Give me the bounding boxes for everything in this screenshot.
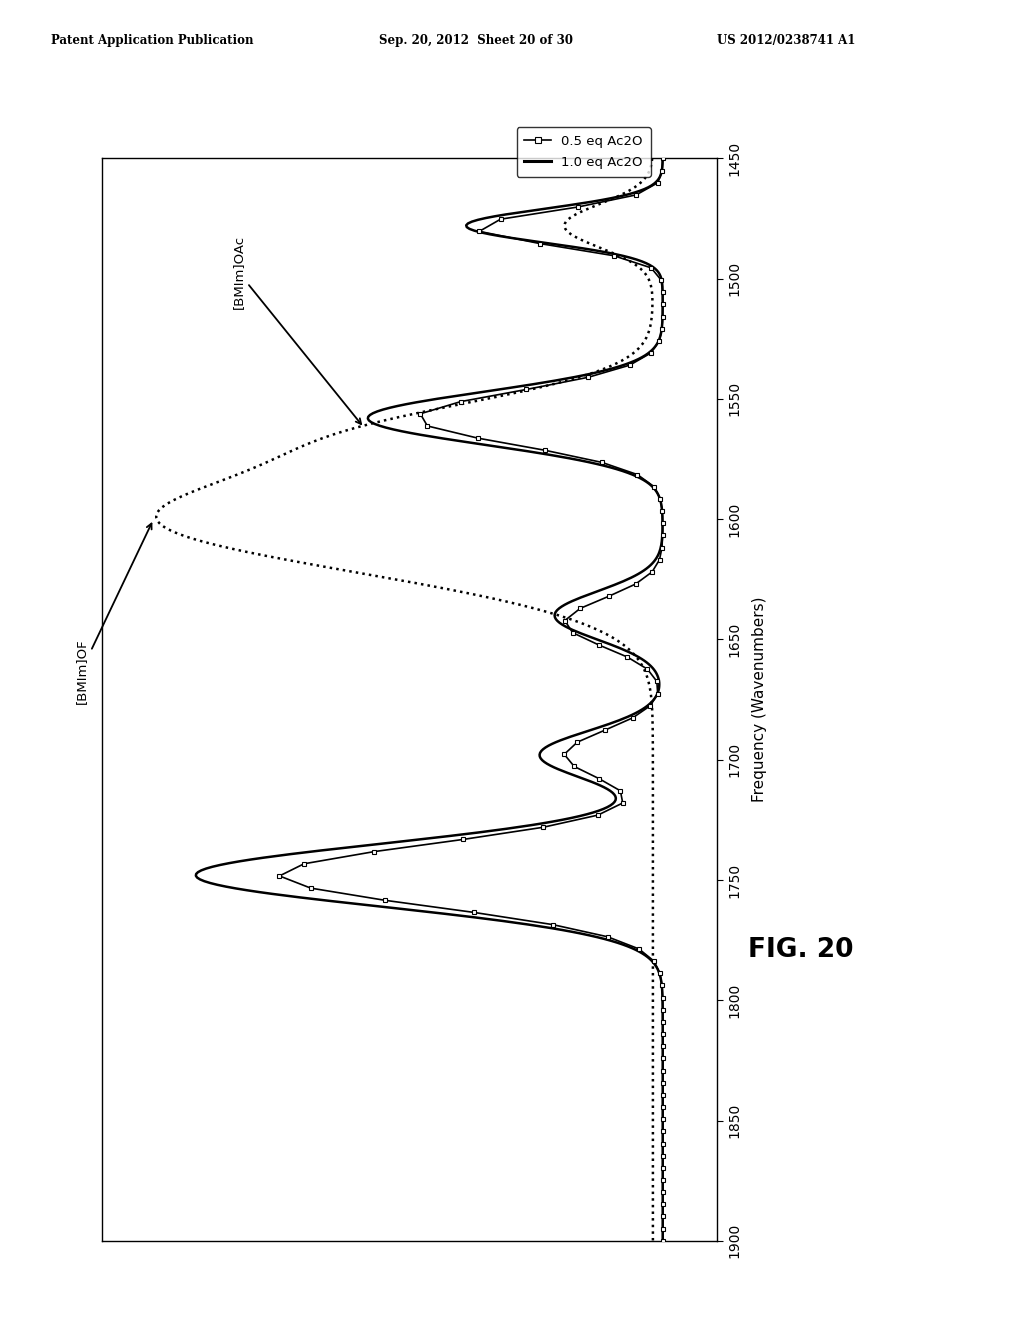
Y-axis label: Frequency (Wavenumbers): Frequency (Wavenumbers) <box>753 597 767 803</box>
Text: Patent Application Publication: Patent Application Publication <box>51 34 254 48</box>
Text: [BMIm]OF: [BMIm]OF <box>75 524 152 704</box>
Legend: 0.5 eq Ac2O, 1.0 eq Ac2O: 0.5 eq Ac2O, 1.0 eq Ac2O <box>516 127 651 177</box>
Text: Sep. 20, 2012  Sheet 20 of 30: Sep. 20, 2012 Sheet 20 of 30 <box>379 34 572 48</box>
Text: [BMIm]OAc: [BMIm]OAc <box>231 235 361 424</box>
Text: FIG. 20: FIG. 20 <box>748 937 853 964</box>
Text: US 2012/0238741 A1: US 2012/0238741 A1 <box>717 34 855 48</box>
